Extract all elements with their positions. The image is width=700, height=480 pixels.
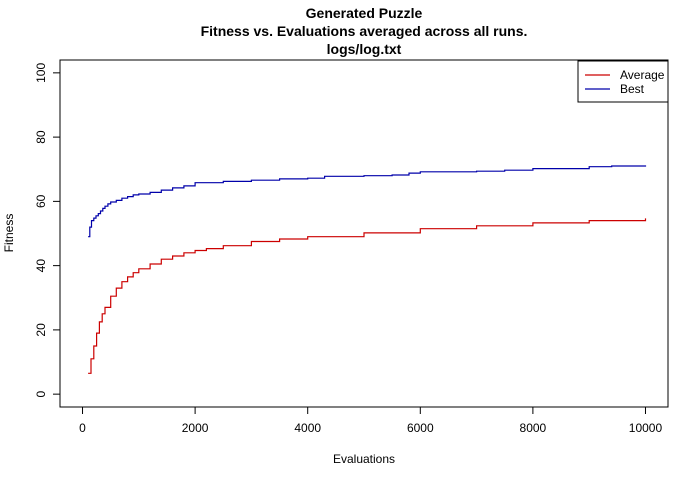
x-axis-label: Evaluations <box>333 452 395 466</box>
y-axis: 0 20 40 60 80 100 <box>34 63 61 397</box>
legend-label-best: Best <box>620 82 645 96</box>
y-tick-label: 20 <box>34 323 48 337</box>
chart-file-line: logs/log.txt <box>327 41 402 57</box>
chart-title-line: Generated Puzzle <box>306 5 423 21</box>
series-line-average <box>88 218 647 374</box>
legend-label-average: Average <box>620 68 665 82</box>
chart-title: Generated Puzzle Fitness vs. Evaluations… <box>201 5 528 57</box>
y-tick-label: 80 <box>34 130 48 144</box>
chart-subtitle-line: Fitness vs. Evaluations averaged across … <box>201 23 528 39</box>
x-tick-label: 4000 <box>294 421 321 435</box>
series-line-best <box>88 165 647 238</box>
y-tick-label: 0 <box>34 390 48 397</box>
x-tick-label: 8000 <box>520 421 547 435</box>
x-tick-label: 2000 <box>182 421 209 435</box>
series-lines <box>88 165 647 374</box>
x-tick-label: 6000 <box>407 421 434 435</box>
y-tick-label: 60 <box>34 194 48 208</box>
legend-box <box>577 60 669 103</box>
x-tick-label: 0 <box>79 421 86 435</box>
x-axis: 0 2000 4000 6000 8000 10000 <box>79 406 663 435</box>
y-tick-label: 40 <box>34 259 48 273</box>
x-tick-label: 10000 <box>629 421 663 435</box>
y-axis-label: Fitness <box>2 214 16 253</box>
y-tick-label: 100 <box>34 63 48 83</box>
